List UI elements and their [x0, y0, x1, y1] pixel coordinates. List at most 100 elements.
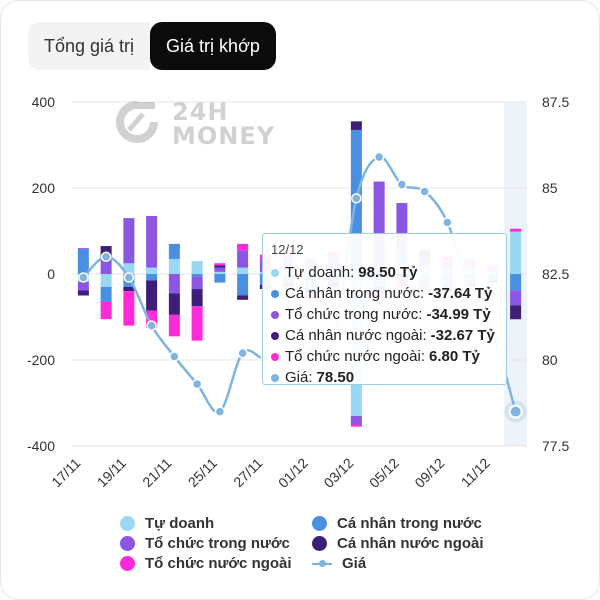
legend-label: Tổ chức trong nước	[145, 535, 290, 552]
tooltip-dot-to-chuc-nuoc-ngoai	[271, 352, 279, 361]
legend-item-gia[interactable]: Giá	[312, 555, 366, 572]
x-tick-label: 17/11	[48, 455, 84, 491]
bar-to_chuc_nuoc_ngoai	[191, 306, 203, 341]
price-point	[169, 351, 180, 362]
bar-to_chuc_nuoc_ngoai	[77, 248, 89, 249]
bar-ca_nhan_nuoc_ngoai	[350, 121, 362, 130]
legend-item-to-chuc-trong-nuoc[interactable]: Tổ chức trong nước	[120, 535, 290, 552]
tooltip: 12/12 Tự doanh: 98.50 Tỷ Cá nhân trong n…	[262, 233, 507, 386]
y-left-tick-label: -200	[27, 352, 55, 368]
bar-ca_nhan_nuoc_ngoai	[510, 305, 522, 320]
bar-to_chuc_trong_nuoc	[146, 215, 158, 268]
tooltip-value: 6.80 Tỷ	[428, 348, 480, 365]
legend-label: Cá nhân nước ngoài	[337, 535, 484, 552]
legend-swatch	[312, 536, 327, 551]
x-tick-label: 03/12	[320, 455, 356, 491]
bar-tu_doanh	[146, 267, 158, 274]
bar-ca_nhan_nuoc_ngoai	[191, 289, 203, 307]
x-tick-label: 19/11	[94, 455, 130, 491]
legend-item-ca-nhan-nuoc-ngoai[interactable]: Cá nhân nước ngoài	[312, 535, 484, 552]
bar-to_chuc_nuoc_ngoai	[100, 301, 112, 320]
bar-tu_doanh	[191, 261, 203, 274]
bar-to_chuc_trong_nuoc	[77, 281, 89, 291]
tooltip-label: Tổ chức nước ngoài:	[285, 348, 425, 365]
price-point	[396, 179, 408, 190]
tooltip-dot-ca-nhan-nuoc-ngoai	[271, 331, 279, 340]
tooltip-dot-to-chuc-trong-nuoc	[271, 310, 279, 319]
bar-ca_nhan_nuoc_ngoai	[123, 286, 135, 292]
price-point	[214, 406, 226, 417]
bar-to_chuc_nuoc_ngoai	[123, 291, 135, 326]
price-point	[146, 320, 157, 331]
bar-ca_nhan_nuoc_ngoai	[214, 265, 226, 268]
bar-ca_nhan_trong_nuoc	[168, 243, 180, 259]
legend-swatch	[120, 556, 135, 571]
legend-item-to-chuc-nuoc-ngoai[interactable]: Tổ chức nước ngoài	[120, 555, 292, 572]
y-left-tick-label: 200	[32, 180, 56, 196]
bar-ca_nhan_nuoc_ngoai	[237, 295, 249, 300]
y-left-tick-label: 400	[32, 94, 56, 110]
tooltip-row: Cá nhân nước ngoài: -32.67 Tỷ	[271, 327, 495, 344]
legend-label: Tổ chức nước ngoài	[145, 555, 292, 572]
x-tick-label: 25/11	[185, 455, 221, 491]
tooltip-value: -37.64 Tỷ	[428, 285, 493, 302]
tab-total-value[interactable]: Tổng giá trị	[28, 22, 151, 70]
watermark-line2: MONEY	[172, 122, 276, 150]
y-right-tick-label: 80	[542, 352, 558, 368]
legend-swatch	[120, 536, 135, 551]
tooltip-dot-gia	[271, 373, 279, 382]
legend-label: Giá	[342, 555, 367, 572]
y-right-tick-label: 87.5	[542, 94, 569, 110]
bar-ca_nhan_nuoc_ngoai	[77, 290, 89, 296]
bar-to_chuc_nuoc_ngoai	[237, 243, 249, 251]
bar-tu_doanh	[100, 274, 112, 287]
tooltip-value: 78.50	[316, 369, 355, 386]
x-tick-label: 11/12	[458, 455, 494, 491]
tooltip-date: 12/12	[271, 242, 304, 257]
bar-tu_doanh	[237, 267, 249, 274]
tooltip-dot-tu-doanh	[271, 268, 279, 277]
price-point	[237, 347, 248, 359]
bar-tu_doanh	[510, 231, 522, 274]
bar-to_chuc_nuoc_ngoai	[214, 263, 226, 266]
bar-ca_nhan_trong_nuoc	[146, 274, 158, 281]
bar-ca_nhan_nuoc_ngoai	[146, 280, 158, 311]
y-left-tick-label: 0	[47, 266, 55, 282]
y-right-tick-label: 85	[542, 180, 558, 196]
legend-swatch	[120, 516, 135, 531]
tooltip-label: Tự doanh:	[285, 264, 355, 281]
price-point	[123, 272, 135, 283]
tab-matched-value[interactable]: Giá trị khớp	[150, 22, 276, 70]
bar-to_chuc_trong_nuoc	[350, 415, 362, 425]
legend-item-tu-doanh[interactable]: Tự doanh	[120, 515, 214, 532]
bar-to_chuc_trong_nuoc	[214, 267, 226, 272]
y-left-tick-label: -400	[27, 438, 55, 454]
tooltip-label: Tổ chức trong nước:	[285, 306, 423, 323]
bar-to_chuc_nuoc_ngoai	[350, 424, 362, 427]
bar-ca_nhan_trong_nuoc	[510, 274, 522, 291]
bar-to_chuc_trong_nuoc	[168, 274, 180, 294]
watermark-line1: 24H	[172, 98, 229, 126]
price-point	[191, 378, 203, 390]
bar-to_chuc_nuoc_ngoai	[168, 314, 180, 337]
tooltip-row: Cá nhân trong nước: -37.64 Tỷ	[271, 285, 492, 302]
bar-ca_nhan_trong_nuoc	[214, 274, 226, 283]
bar-tu_doanh	[123, 263, 135, 274]
watermark-logo: 24H MONEY	[115, 98, 274, 155]
legend-label: Tự doanh	[145, 515, 215, 532]
legend-item-ca-nhan-trong-nuoc[interactable]: Cá nhân trong nước	[312, 515, 482, 532]
price-point	[508, 404, 523, 419]
bar-to_chuc_trong_nuoc	[373, 181, 385, 266]
tooltip-row: Tổ chức nước ngoài: 6.80 Tỷ	[271, 348, 480, 365]
tooltip-row: Giá: 78.50	[271, 369, 354, 386]
tab-bar: Tổng giá trị Giá trị khớp	[28, 22, 276, 70]
bar-ca_nhan_trong_nuoc	[77, 248, 89, 274]
price-point	[351, 193, 362, 204]
legend-label: Cá nhân trong nước	[337, 515, 482, 532]
bar-ca_nhan_nuoc_ngoai	[168, 293, 180, 315]
tooltip-row: Tổ chức trong nước: -34.99 Tỷ	[271, 306, 491, 323]
bar-ca_nhan_trong_nuoc	[100, 286, 112, 302]
bar-to_chuc_trong_nuoc	[396, 203, 408, 253]
bar-to_chuc_trong_nuoc	[123, 218, 135, 264]
y-right-tick-label: 82.5	[542, 266, 569, 282]
